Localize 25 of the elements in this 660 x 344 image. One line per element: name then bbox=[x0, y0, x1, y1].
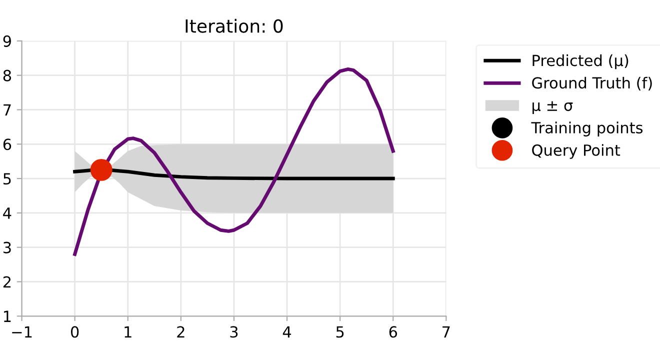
x-tick-label: 2 bbox=[177, 326, 184, 338]
y-tick-label: 5 bbox=[4, 173, 11, 185]
y-tick-label: 6 bbox=[3, 138, 12, 150]
legend-label: Ground Truth (f) bbox=[532, 76, 652, 90]
x-tick-label: 7 bbox=[442, 326, 450, 338]
chart-title: Iteration: 0 bbox=[186, 18, 283, 33]
x-tick-label: 6 bbox=[389, 326, 398, 338]
x-tick-label: 0 bbox=[70, 326, 79, 338]
x-tick-label: 1 bbox=[124, 326, 132, 338]
x-tick-label: 5 bbox=[336, 326, 344, 338]
legend-label: Query Point bbox=[532, 144, 620, 159]
y-tick-label: 3 bbox=[4, 242, 11, 254]
legend-label: Training points bbox=[531, 122, 643, 136]
y-tick-label: 4 bbox=[3, 208, 12, 219]
line-series bbox=[73, 67, 395, 256]
y-tick-label: 7 bbox=[4, 104, 11, 116]
x-tick-label: 3 bbox=[230, 326, 238, 338]
legend-label: Predicted (μ) bbox=[532, 54, 628, 70]
legend-label: μ ± σ bbox=[532, 101, 573, 114]
x-tick-label: −1 bbox=[12, 326, 32, 338]
y-tick-label: 8 bbox=[3, 70, 12, 82]
y-tick-label: 9 bbox=[3, 35, 11, 47]
y-tick-label: 2 bbox=[3, 276, 11, 288]
y-tick-label: 1 bbox=[4, 310, 11, 322]
x-tick-label: 4 bbox=[282, 326, 292, 338]
